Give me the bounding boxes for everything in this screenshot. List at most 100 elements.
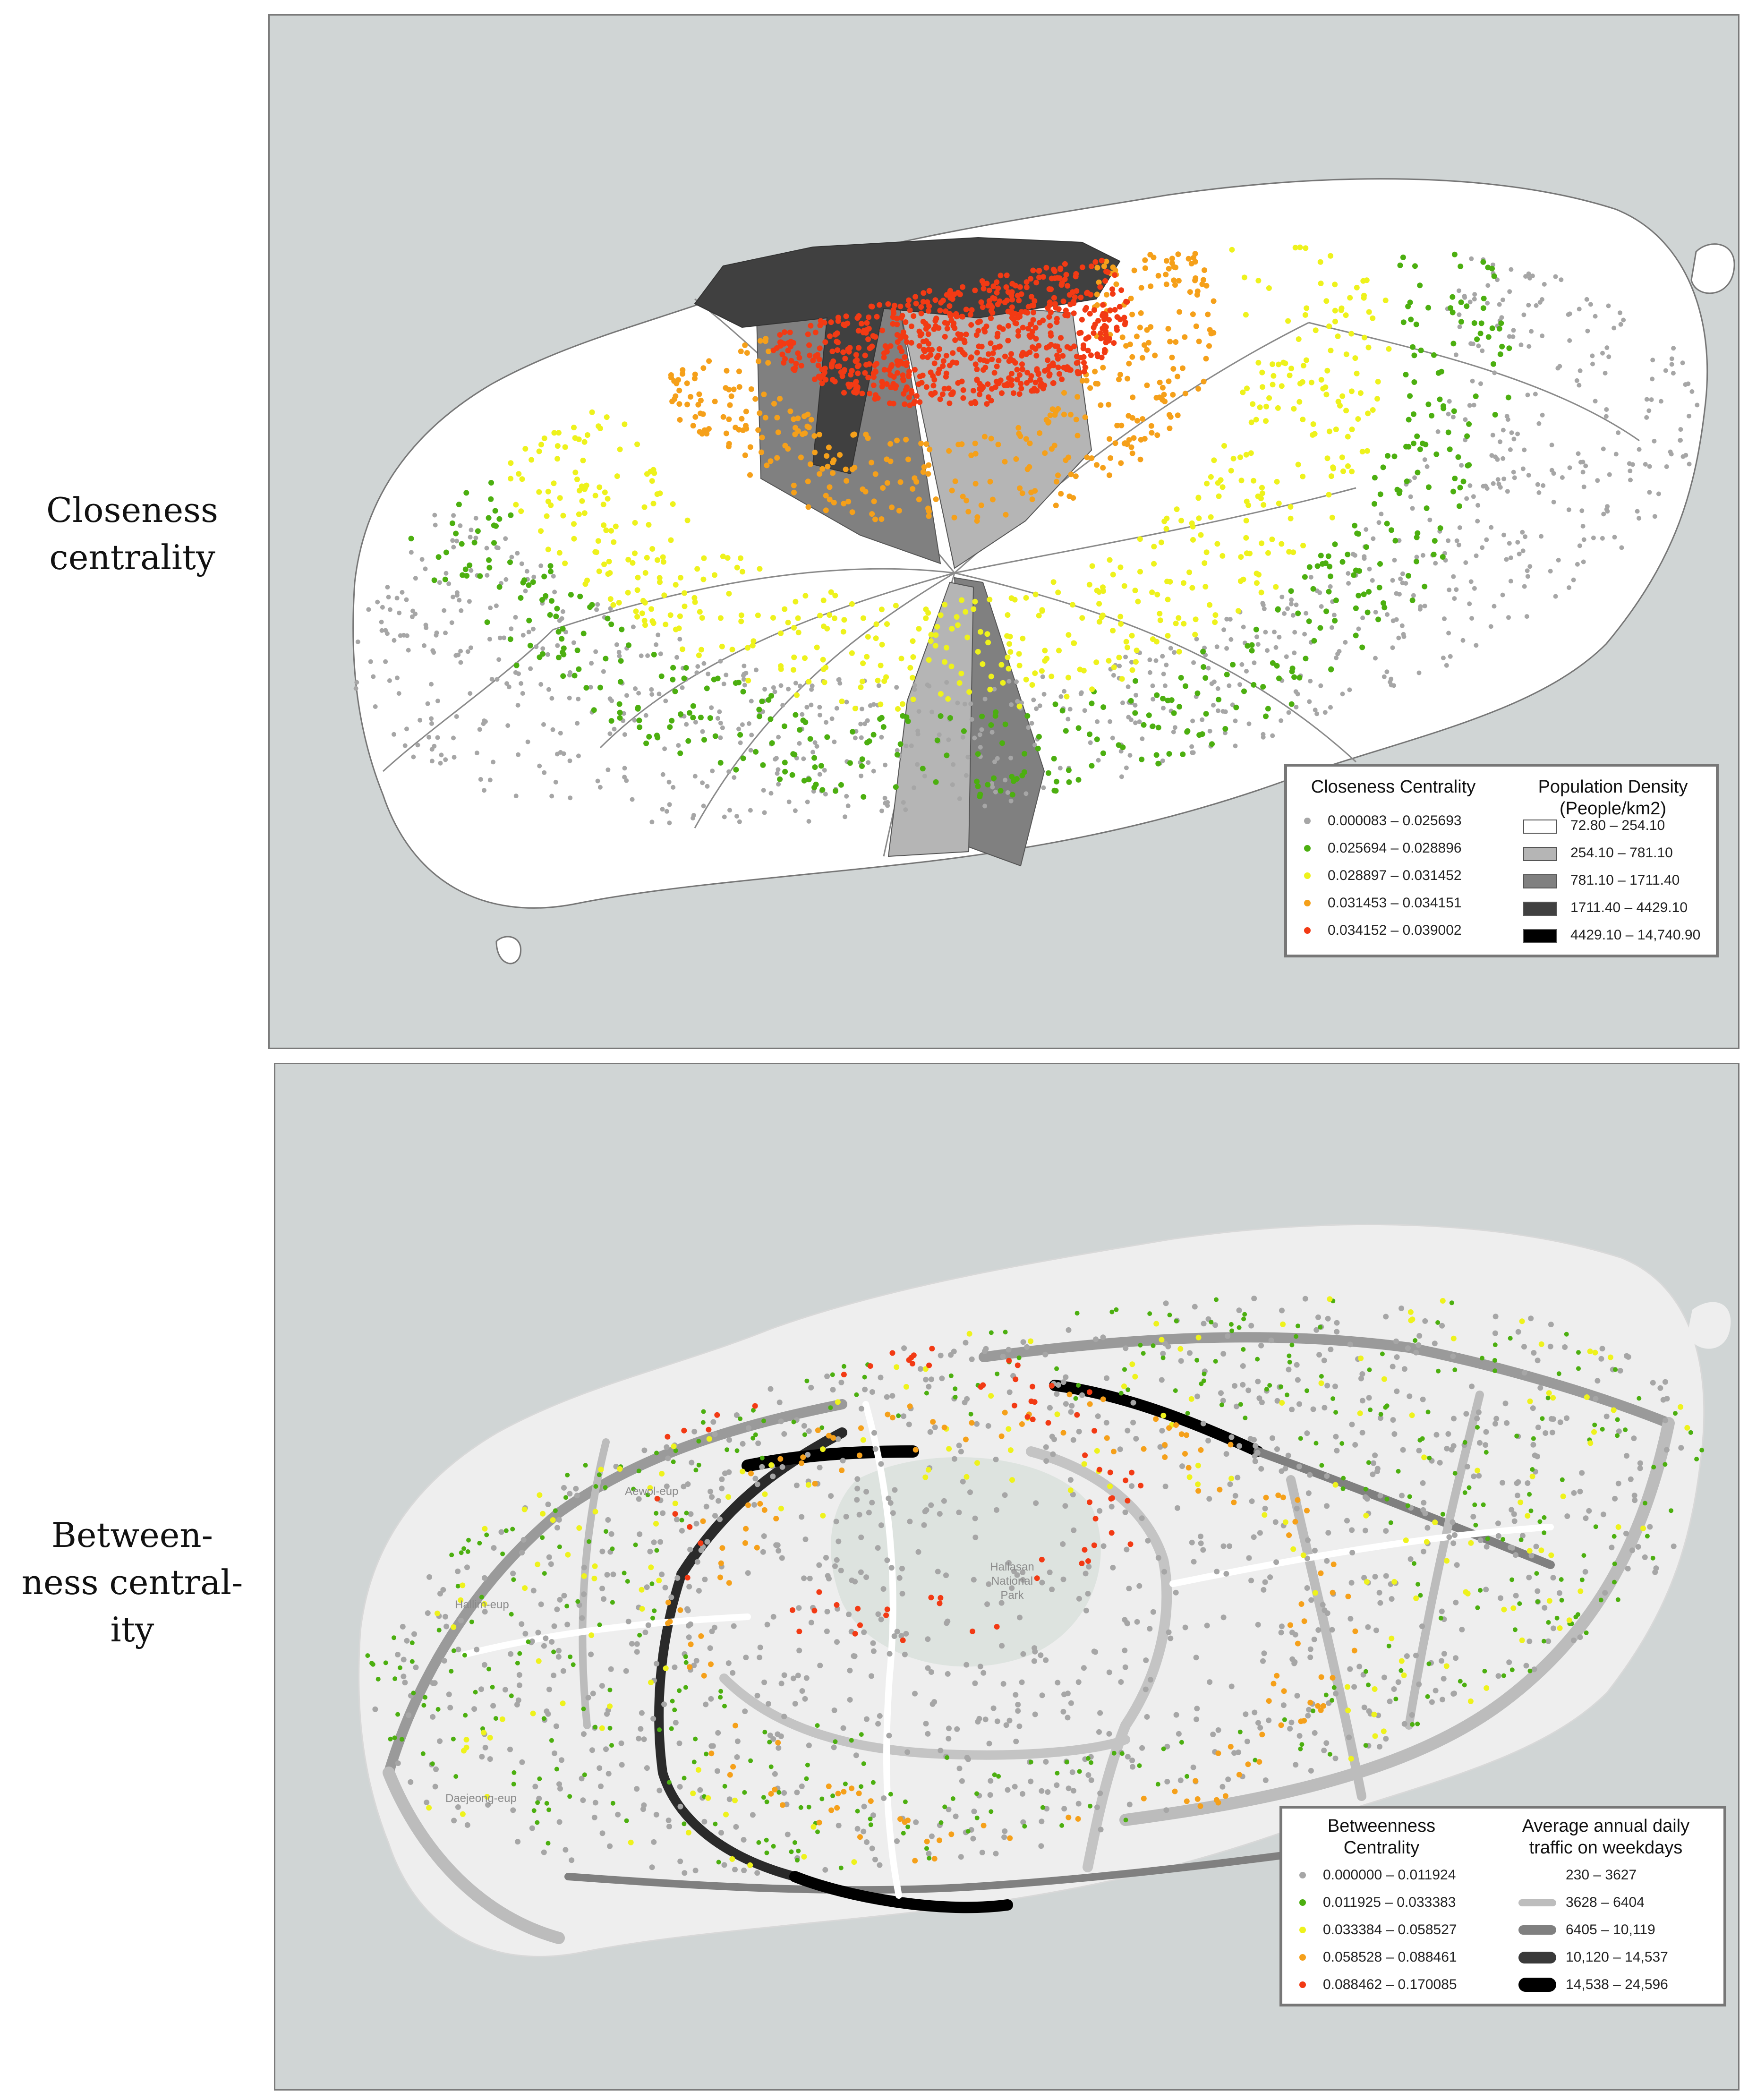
map-point [895,361,901,367]
map-point [816,1819,822,1826]
map-point [1292,1519,1298,1525]
map-point [555,430,562,436]
map-point [708,1743,715,1749]
map-point [1332,282,1338,288]
map-point [1467,1698,1474,1704]
map-point [1017,284,1023,290]
map-point [1582,1569,1588,1575]
legend-label: 10,120 – 14,537 [1566,1949,1668,1965]
map-point [1240,1363,1246,1369]
map-point [567,1794,572,1799]
map-point [877,1862,883,1868]
map-point [438,760,443,766]
map-point [1201,1378,1206,1383]
map-point [1057,766,1063,771]
map-point [592,1800,598,1806]
map-point [1513,1627,1518,1632]
map-point [791,625,797,631]
map-point [1389,1635,1395,1641]
map-point [1255,1357,1260,1362]
map-point [806,1742,812,1749]
map-point [1242,1312,1247,1317]
map-point [401,1673,407,1680]
map-point [662,1585,668,1591]
map-point [904,743,909,749]
map-point [1617,1368,1623,1374]
map-point [703,1503,709,1510]
map-point [965,1829,971,1834]
map-point [1094,462,1100,468]
map-point [1328,584,1333,589]
map-point [912,1858,918,1864]
map-point [1485,334,1492,340]
map-point [1390,1417,1396,1423]
map-point [546,1841,551,1846]
map-point [1020,350,1026,356]
map-point [1270,361,1276,367]
map-point [805,799,810,804]
map-point [744,645,750,651]
map-point [1075,1816,1081,1822]
map-point [797,683,802,689]
map-point [540,1535,545,1540]
map-point [383,659,388,664]
map-point [1495,277,1500,282]
map-point [1016,663,1023,668]
map-point [632,520,638,526]
map-point [1618,310,1622,316]
map-point [964,1474,970,1480]
map-point [1323,1740,1330,1746]
map-point [1535,1599,1540,1604]
map-point [1321,1357,1327,1364]
map-point [1132,588,1138,594]
map-point [603,1746,609,1752]
map-point [1166,1425,1172,1431]
map-point [713,1821,718,1827]
map-point [1528,1315,1534,1322]
map-point [1170,392,1176,398]
map-point [700,1420,706,1425]
map-point [956,346,963,352]
map-point [718,1830,724,1836]
map-point [781,723,787,729]
map-point [849,1785,855,1792]
map-point [1511,1518,1518,1524]
map-point [1373,610,1378,615]
map-point [1211,457,1217,463]
map-point [870,1648,877,1654]
map-point [925,1731,931,1737]
map-point [554,443,561,449]
map-point [486,515,492,521]
map-point [1407,1393,1413,1400]
map-point [556,1517,562,1523]
map-point [969,717,974,722]
map-point [1534,1571,1539,1576]
map-point [1374,1466,1381,1472]
map-point [558,731,563,736]
map-point [1020,1339,1026,1345]
map-point [1123,1818,1128,1823]
map-point [1069,1403,1075,1409]
map-point [968,322,974,328]
map-point [990,350,996,356]
map-point [1110,1564,1116,1571]
map-point [1228,1744,1234,1750]
map-point [1515,540,1520,545]
betweenness-map-panel: Hallasan National Park Aewol-eup Hallim-… [274,1063,1739,2091]
map-point [1216,697,1222,703]
map-point [771,401,777,407]
map-point [934,624,940,630]
map-point [807,1575,813,1581]
map-point [909,743,914,748]
map-point [1096,619,1102,625]
map-point [571,521,577,527]
map-point [1000,680,1006,686]
map-point [981,434,988,440]
map-point [1061,365,1067,371]
map-point [1029,294,1034,300]
map-point [1177,1777,1184,1784]
map-point [1416,1333,1423,1339]
map-point [600,502,606,507]
map-point [1209,741,1215,747]
map-point [989,304,995,310]
